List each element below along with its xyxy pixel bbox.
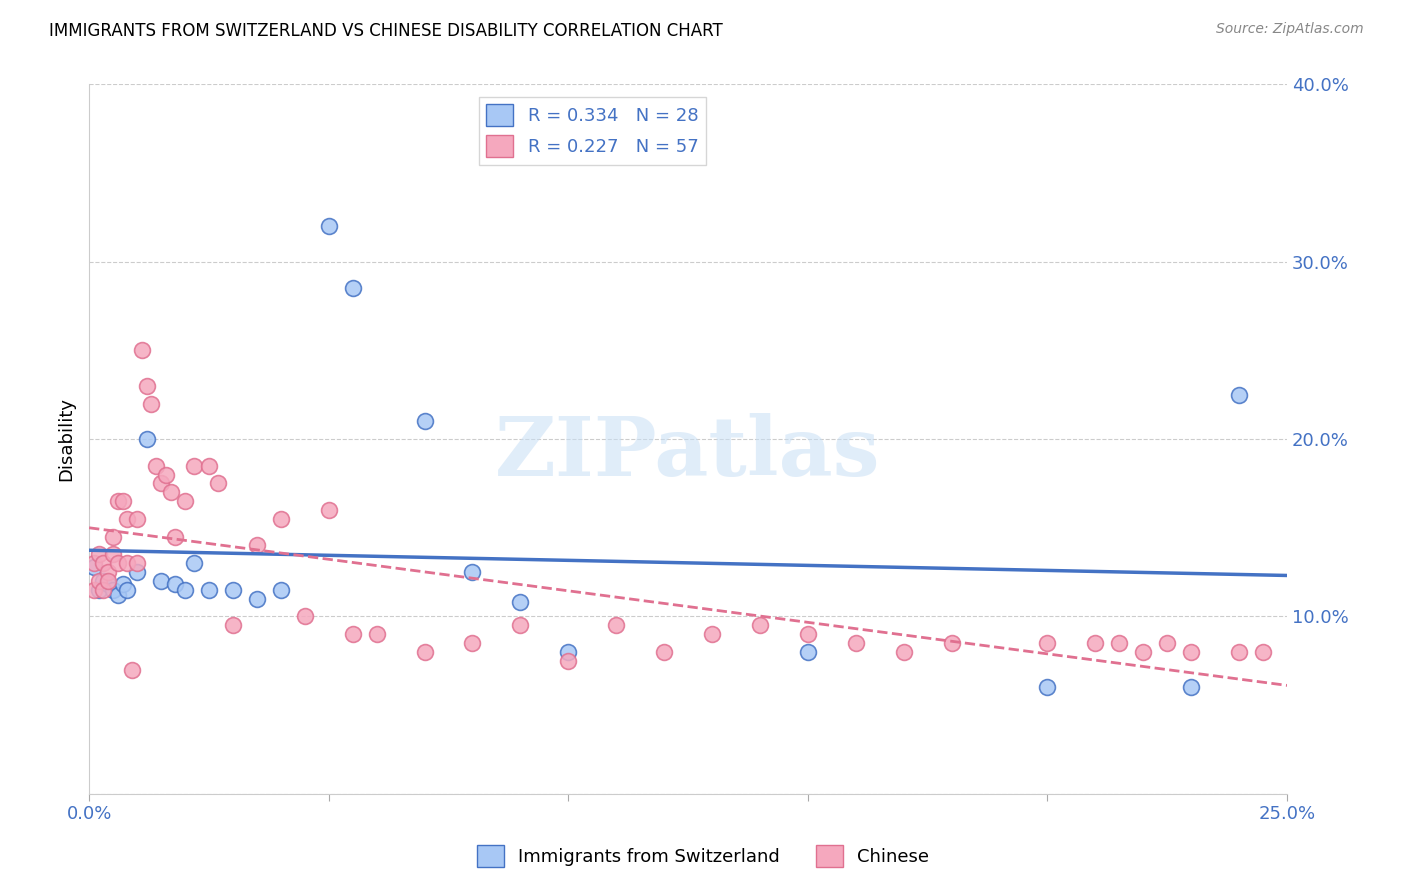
Point	[145, 458, 167, 473]
Point	[159, 485, 181, 500]
Text: ZIPatlas: ZIPatlas	[495, 413, 880, 493]
Point	[93, 574, 115, 588]
Point	[270, 582, 292, 597]
Point	[207, 476, 229, 491]
Point	[652, 645, 675, 659]
Point	[294, 609, 316, 624]
Point	[557, 654, 579, 668]
Point	[270, 512, 292, 526]
Point	[183, 458, 205, 473]
Point	[141, 396, 163, 410]
Point	[83, 582, 105, 597]
Point	[125, 512, 148, 526]
Point	[183, 556, 205, 570]
Legend: R = 0.334   N = 28, R = 0.227   N = 57: R = 0.334 N = 28, R = 0.227 N = 57	[479, 97, 706, 164]
Point	[700, 627, 723, 641]
Point	[1132, 645, 1154, 659]
Point	[111, 577, 134, 591]
Point	[749, 618, 772, 632]
Point	[1227, 388, 1250, 402]
Point	[125, 565, 148, 579]
Point	[101, 547, 124, 561]
Point	[605, 618, 627, 632]
Point	[342, 281, 364, 295]
Point	[941, 636, 963, 650]
Point	[131, 343, 153, 358]
Point	[165, 530, 187, 544]
Point	[117, 556, 139, 570]
Point	[198, 582, 221, 597]
Point	[797, 645, 820, 659]
Point	[149, 476, 172, 491]
Point	[222, 618, 245, 632]
Point	[83, 559, 105, 574]
Point	[87, 574, 110, 588]
Point	[155, 467, 177, 482]
Text: Source: ZipAtlas.com: Source: ZipAtlas.com	[1216, 22, 1364, 37]
Point	[1180, 681, 1202, 695]
Point	[83, 556, 105, 570]
Point	[1180, 645, 1202, 659]
Point	[1084, 636, 1107, 650]
Point	[107, 588, 129, 602]
Legend: Immigrants from Switzerland, Chinese: Immigrants from Switzerland, Chinese	[470, 838, 936, 874]
Point	[318, 219, 340, 234]
Point	[121, 663, 143, 677]
Point	[97, 577, 120, 591]
Point	[107, 494, 129, 508]
Point	[1251, 645, 1274, 659]
Point	[101, 530, 124, 544]
Point	[246, 591, 269, 606]
Point	[117, 512, 139, 526]
Point	[174, 582, 197, 597]
Point	[461, 565, 484, 579]
Point	[509, 618, 531, 632]
Point	[557, 645, 579, 659]
Point	[101, 582, 124, 597]
Point	[135, 379, 157, 393]
Point	[135, 432, 157, 446]
Y-axis label: Disability: Disability	[58, 397, 75, 481]
Point	[342, 627, 364, 641]
Point	[93, 582, 115, 597]
Point	[107, 556, 129, 570]
Point	[165, 577, 187, 591]
Point	[1108, 636, 1130, 650]
Point	[93, 556, 115, 570]
Point	[117, 582, 139, 597]
Point	[461, 636, 484, 650]
Point	[893, 645, 915, 659]
Point	[87, 547, 110, 561]
Point	[87, 582, 110, 597]
Point	[1227, 645, 1250, 659]
Point	[97, 565, 120, 579]
Point	[198, 458, 221, 473]
Point	[366, 627, 388, 641]
Point	[413, 645, 436, 659]
Point	[125, 556, 148, 570]
Point	[797, 627, 820, 641]
Point	[1036, 636, 1059, 650]
Point	[1036, 681, 1059, 695]
Point	[174, 494, 197, 508]
Point	[509, 595, 531, 609]
Point	[97, 574, 120, 588]
Text: IMMIGRANTS FROM SWITZERLAND VS CHINESE DISABILITY CORRELATION CHART: IMMIGRANTS FROM SWITZERLAND VS CHINESE D…	[49, 22, 723, 40]
Point	[111, 494, 134, 508]
Point	[318, 503, 340, 517]
Point	[149, 574, 172, 588]
Point	[222, 582, 245, 597]
Point	[413, 414, 436, 428]
Point	[1156, 636, 1178, 650]
Point	[845, 636, 868, 650]
Point	[246, 538, 269, 552]
